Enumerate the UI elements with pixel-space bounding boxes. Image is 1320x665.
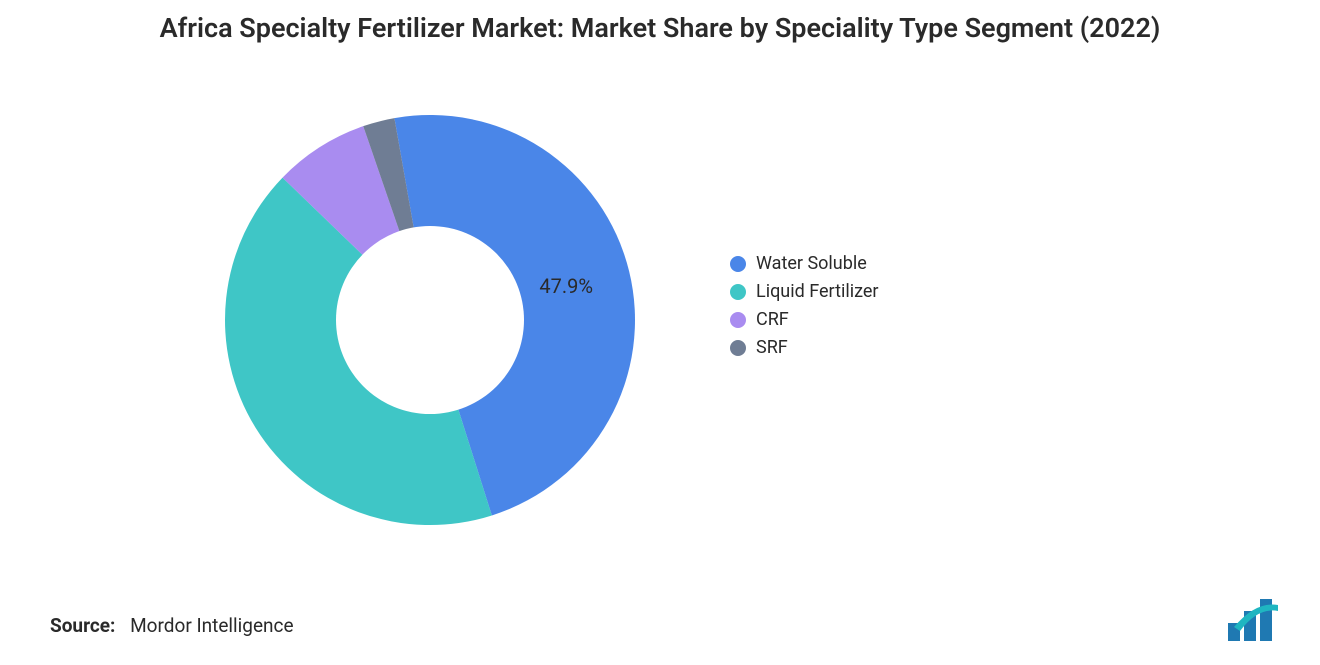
legend-item-srf: SRF (730, 336, 879, 360)
legend-item-crf: CRF (730, 308, 879, 332)
legend: Water Soluble Liquid Fertilizer CRF SRF (730, 252, 879, 364)
legend-label: Liquid Fertilizer (756, 280, 879, 304)
legend-dot (730, 256, 746, 272)
slice-label: 47.9% (539, 274, 593, 298)
source-attribution: Source: Mordor Intelligence (50, 614, 294, 637)
legend-label: Water Soluble (756, 252, 867, 276)
legend-dot (730, 284, 746, 300)
donut-svg (220, 110, 640, 530)
mordor-logo-icon (1226, 597, 1292, 643)
legend-item-liquid-fertilizer: Liquid Fertilizer (730, 280, 879, 304)
legend-item-water-soluble: Water Soluble (730, 252, 879, 276)
legend-dot (730, 312, 746, 328)
legend-label: SRF (756, 336, 788, 360)
donut-chart: 47.9% (220, 110, 640, 530)
chart-title: Africa Specialty Fertilizer Market: Mark… (0, 10, 1320, 46)
donut-hole (336, 226, 524, 414)
legend-label: CRF (756, 308, 789, 332)
legend-dot (730, 340, 746, 356)
source-text: Mordor Intelligence (130, 614, 293, 637)
source-prefix: Source: (50, 614, 115, 637)
